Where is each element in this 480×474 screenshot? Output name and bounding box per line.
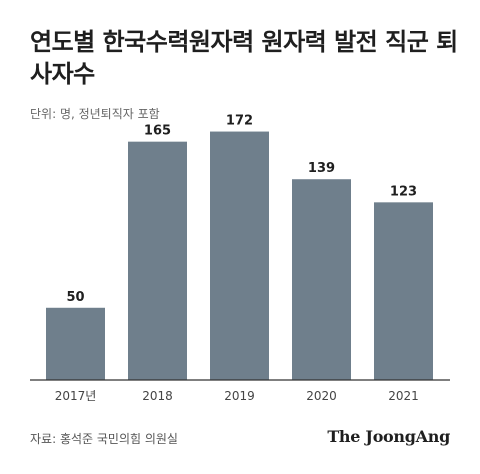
- data-label-2019: 172: [226, 114, 253, 129]
- data-label-2017년: 50: [66, 290, 84, 305]
- bar-2017년: [46, 307, 105, 380]
- x-tick-label-4: 2021: [388, 389, 419, 403]
- bar-2019: [210, 131, 269, 380]
- x-tick-label-0: 2017년: [55, 389, 97, 403]
- unit-note: 단위: 명, 정년퇴직자 포함: [30, 107, 160, 121]
- chart-title: 연도별 한국수력원자력 원자력 발전 직군 퇴사자수: [30, 28, 458, 88]
- brand-logo: The JoongAng: [327, 427, 450, 446]
- data-label-2018: 165: [144, 124, 171, 139]
- x-tick-label-2: 2019: [224, 389, 255, 403]
- bar-2020: [292, 179, 351, 380]
- data-label-2021: 123: [390, 184, 417, 199]
- bar-2018: [128, 141, 187, 380]
- x-tick-label-3: 2020: [306, 389, 337, 403]
- source-note: 자료: 홍석준 국민의힘 의원실: [30, 432, 178, 446]
- x-tick-label-1: 2018: [142, 389, 173, 403]
- data-label-2020: 139: [308, 161, 335, 176]
- bar-2021: [374, 202, 433, 380]
